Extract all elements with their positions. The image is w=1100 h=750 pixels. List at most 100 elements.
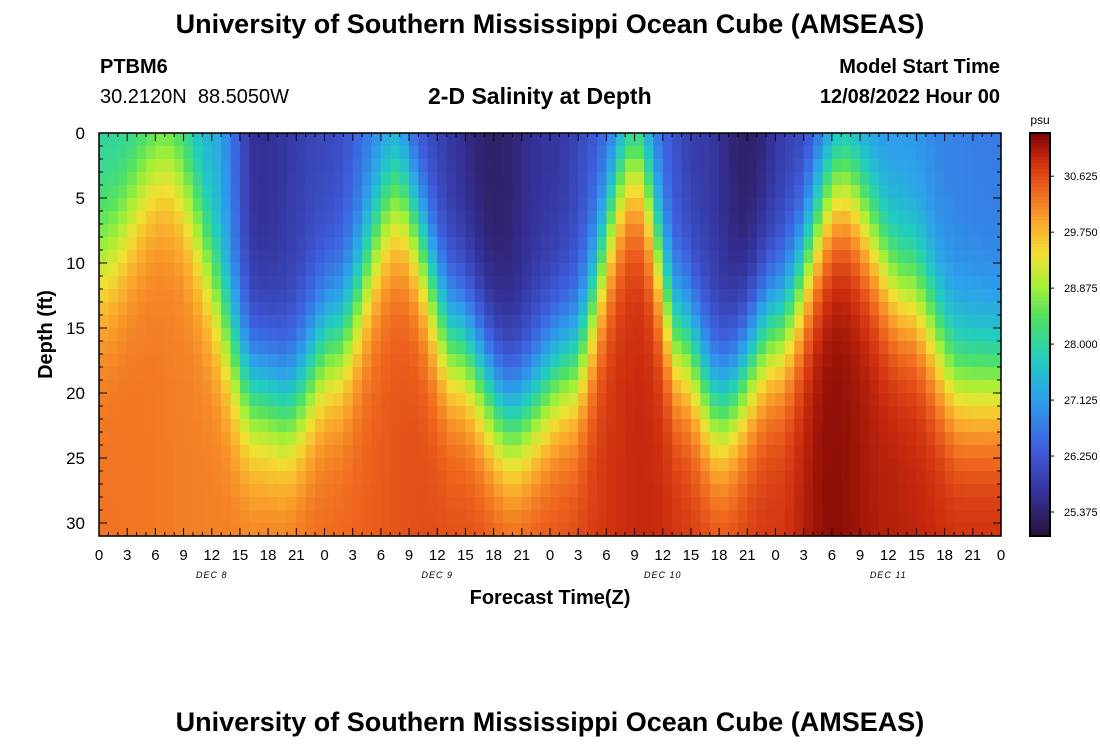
heatmap-cell	[117, 133, 128, 147]
heatmap-cell	[982, 198, 993, 212]
heatmap-cell	[897, 185, 908, 199]
colorbar-segment	[1030, 233, 1050, 238]
heatmap-cell	[333, 302, 344, 316]
heatmap-cell	[371, 159, 382, 173]
heatmap-cell	[343, 237, 354, 251]
heatmap-cell	[606, 237, 617, 251]
heatmap-cell	[136, 146, 147, 160]
heatmap-cell	[371, 354, 382, 368]
heatmap-cell	[747, 146, 758, 160]
heatmap-cell	[333, 497, 344, 511]
heatmap-cell	[850, 406, 861, 420]
heatmap-cell	[625, 458, 636, 472]
heatmap-cell	[456, 458, 467, 472]
heatmap-cell	[813, 133, 824, 147]
heatmap-cell	[653, 263, 664, 277]
heatmap-cell	[305, 198, 316, 212]
heatmap-cell	[277, 393, 288, 407]
heatmap-cell	[145, 380, 156, 394]
heatmap-cell	[493, 172, 504, 186]
heatmap-cell	[578, 510, 589, 524]
heatmap-cell	[625, 224, 636, 238]
heatmap-cell	[878, 172, 889, 186]
heatmap-cell	[268, 354, 279, 368]
heatmap-cell	[756, 432, 767, 446]
heatmap-cell	[268, 172, 279, 186]
heatmap-cell	[211, 133, 222, 147]
heatmap-cell	[155, 133, 166, 147]
heatmap-cell	[127, 367, 138, 381]
heatmap-cell	[794, 484, 805, 498]
heatmap-cell	[662, 510, 673, 524]
heatmap-cell	[634, 237, 645, 251]
heatmap-cell	[286, 237, 297, 251]
heatmap-cell	[925, 484, 936, 498]
heatmap-cell	[380, 315, 391, 329]
heatmap-cell	[540, 510, 551, 524]
heatmap-cell	[531, 315, 542, 329]
heatmap-cell	[841, 185, 852, 199]
heatmap-cell	[784, 367, 795, 381]
heatmap-cell	[766, 328, 777, 342]
heatmap-cell	[136, 484, 147, 498]
heatmap-cell	[907, 523, 918, 537]
heatmap-cell	[869, 523, 880, 537]
heatmap-cell	[362, 276, 373, 290]
heatmap-cell	[841, 484, 852, 498]
heatmap-cell	[296, 315, 307, 329]
heatmap-cell	[596, 380, 607, 394]
heatmap-cell	[465, 445, 476, 459]
x-tick-label: 15	[908, 547, 925, 564]
heatmap-cell	[982, 393, 993, 407]
heatmap-cell	[456, 211, 467, 225]
heatmap-cell	[521, 263, 532, 277]
heatmap-cell	[202, 341, 213, 355]
heatmap-cell	[775, 159, 786, 173]
heatmap-cell	[192, 328, 203, 342]
heatmap-cell	[888, 471, 899, 485]
heatmap-cell	[568, 497, 579, 511]
heatmap-cell	[183, 393, 194, 407]
heatmap-cell	[230, 237, 241, 251]
heatmap-cell	[277, 185, 288, 199]
heatmap-cell	[803, 406, 814, 420]
heatmap-cell	[568, 237, 579, 251]
heatmap-cell	[512, 263, 523, 277]
heatmap-cell	[258, 458, 269, 472]
heatmap-cell	[766, 289, 777, 303]
heatmap-cell	[192, 484, 203, 498]
heatmap-cell	[925, 250, 936, 264]
heatmap-cell	[643, 263, 654, 277]
heatmap-cell	[728, 380, 739, 394]
heatmap-cell	[916, 133, 927, 147]
heatmap-cell	[719, 393, 730, 407]
heatmap-cell	[183, 354, 194, 368]
heatmap-cell	[503, 315, 514, 329]
heatmap-cell	[164, 432, 175, 446]
heatmap-cell	[211, 367, 222, 381]
heatmap-cell	[982, 406, 993, 420]
heatmap-cell	[192, 224, 203, 238]
heatmap-cell	[991, 484, 1002, 498]
heatmap-cell	[333, 419, 344, 433]
heatmap-cell	[192, 172, 203, 186]
colorbar-tick-label: 28.000	[1064, 339, 1098, 351]
heatmap-cell	[380, 406, 391, 420]
heatmap-cell	[521, 237, 532, 251]
colorbar-frame	[1029, 132, 1051, 537]
heatmap-cell	[728, 185, 739, 199]
heatmap-cell	[878, 315, 889, 329]
heatmap-cell	[869, 419, 880, 433]
heatmap-cell	[803, 419, 814, 433]
heatmap-cell	[822, 237, 833, 251]
heatmap-cell	[625, 380, 636, 394]
heatmap-cell	[963, 198, 974, 212]
heatmap-cell	[850, 484, 861, 498]
heatmap-cell	[747, 393, 758, 407]
heatmap-cell	[775, 146, 786, 160]
heatmap-cell	[371, 380, 382, 394]
heatmap-cell	[784, 458, 795, 472]
heatmap-cell	[596, 510, 607, 524]
heatmap-cell	[230, 328, 241, 342]
heatmap-cell	[474, 471, 485, 485]
